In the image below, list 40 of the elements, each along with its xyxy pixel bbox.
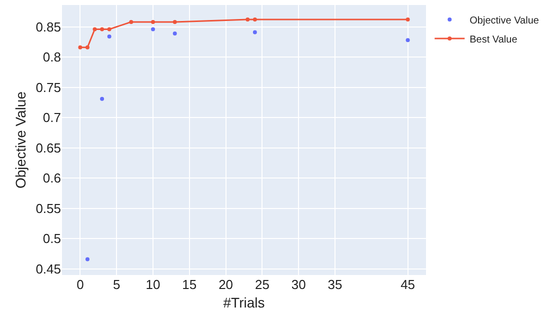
x-tick-label: 10 (146, 277, 160, 292)
point (246, 18, 250, 22)
point (151, 27, 155, 32)
point (85, 45, 90, 50)
point (100, 27, 104, 32)
point (100, 96, 104, 101)
x-tick-label: 30 (291, 277, 306, 292)
y-tick-label: 0.6 (42, 170, 61, 186)
y-tick-label: 0.7 (42, 110, 61, 126)
point (406, 38, 410, 42)
x-tick-label: 5 (112, 277, 120, 292)
y-axis-title: Objective Value (12, 91, 28, 189)
point (151, 20, 155, 24)
point (252, 18, 257, 22)
y-tick-label: 0.45 (36, 262, 61, 276)
point (107, 34, 112, 38)
y-tick-label: 0.75 (36, 80, 61, 95)
y-tick-label: 0.5 (42, 231, 61, 246)
legend-label: Objective Value (470, 15, 540, 26)
point (129, 20, 134, 24)
y-tick-label: 0.65 (36, 140, 61, 156)
x-tick-label: 15 (182, 277, 197, 292)
y-tick-label: 0.85 (36, 19, 61, 34)
point (252, 30, 257, 34)
point (92, 27, 97, 32)
point (107, 27, 112, 32)
x-axis-title: #Trials (223, 294, 265, 310)
x-tick-label: 20 (218, 277, 234, 292)
x-tick-label: 35 (328, 277, 342, 292)
x-tick-label: 25 (254, 277, 270, 292)
legend-label: Best Value (470, 34, 518, 46)
point (406, 18, 410, 22)
point (78, 45, 82, 50)
y-tick-label: 0.8 (42, 50, 61, 65)
x-tick-label: 45 (400, 277, 416, 292)
point (172, 20, 177, 24)
x-tick-label: 0 (76, 277, 84, 292)
point (172, 31, 177, 36)
y-tick-label: 0.55 (36, 200, 61, 216)
point (85, 257, 90, 262)
